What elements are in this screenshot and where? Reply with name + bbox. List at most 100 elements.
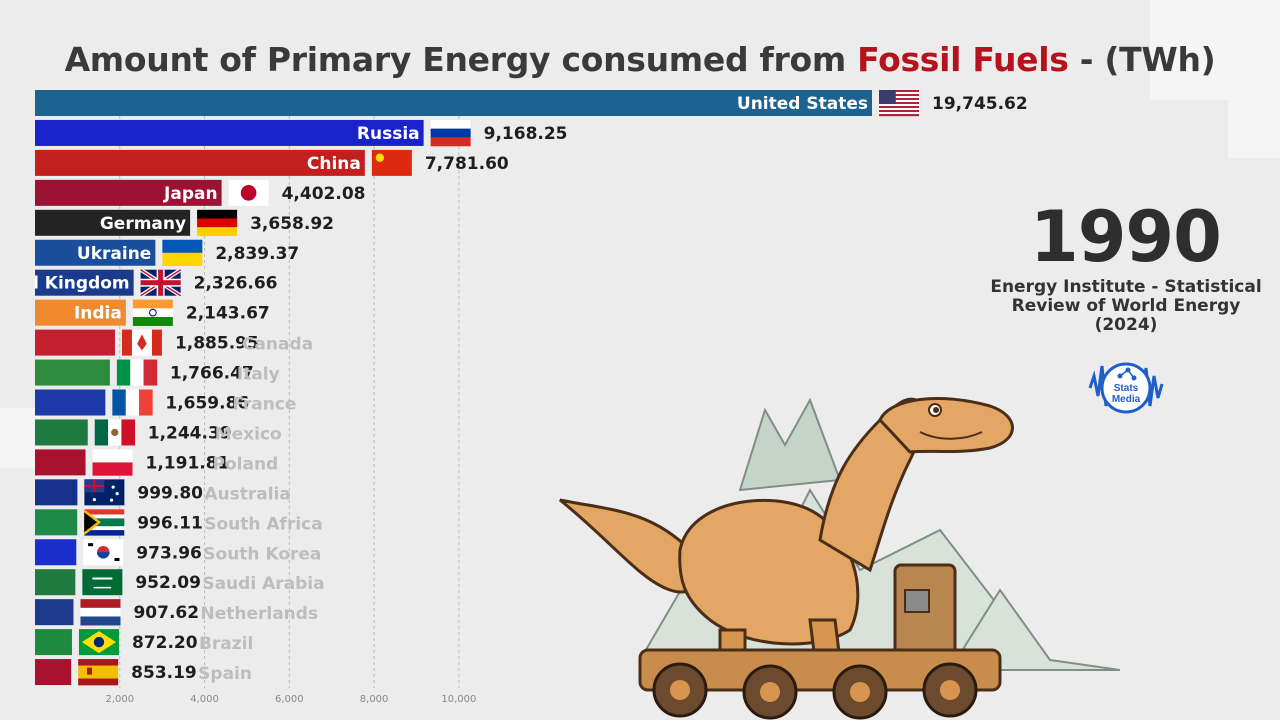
background-tile [1150, 0, 1280, 100]
bar-row: 872.20 Brazil [35, 629, 253, 656]
country-label: Ukraine [77, 244, 151, 264]
country-label: Poland [213, 454, 279, 474]
bar [35, 179, 222, 206]
bar [35, 449, 86, 476]
country-label: France [232, 395, 296, 415]
bar-row: 2,326.66 United Kingdom [0, 268, 278, 298]
bar-row: 973.96 South Korea [35, 539, 321, 566]
ca-flag-icon [121, 329, 162, 356]
x-tick-label: 2,000 [105, 694, 134, 705]
x-tick-label: 10,000 [441, 694, 476, 705]
cn-flag-icon [371, 149, 412, 176]
value-label: 907.62 [133, 603, 199, 623]
bar [35, 479, 78, 506]
chart-title: Amount of Primary Energy consumed from F… [0, 40, 1280, 79]
dinosaur-illustration [559, 397, 1121, 720]
source-label: Energy Institute - Statistical Review of… [990, 277, 1262, 335]
fr-flag-icon [112, 389, 153, 416]
x-tick-label: 4,000 [190, 694, 219, 705]
es-flag-icon [78, 659, 119, 686]
title-suffix: - (TWh) [1068, 40, 1216, 79]
x-tick-label: 6,000 [275, 694, 304, 705]
value-label: 952.09 [135, 573, 201, 593]
bar [35, 239, 156, 266]
value-label: 2,839.37 [215, 244, 299, 264]
country-label: Italy [237, 365, 280, 385]
pl-flag-icon [92, 449, 133, 476]
country-label: Russia [357, 124, 420, 144]
value-label: 19,745.62 [932, 94, 1028, 114]
bar-row: 7,781.60 China [35, 149, 509, 176]
country-label: South Africa [204, 514, 322, 534]
bar [35, 299, 126, 326]
bar [35, 419, 88, 446]
value-label: 4,402.08 [282, 184, 366, 204]
country-label: Canada [242, 335, 313, 355]
za-flag-icon [84, 509, 125, 536]
country-label: Japan [163, 184, 218, 204]
title-highlight: Fossil Fuels [857, 40, 1069, 79]
bar [35, 629, 72, 656]
year-label: 1990 [1030, 196, 1222, 278]
value-label: 2,143.67 [186, 304, 270, 324]
value-label: 872.20 [132, 633, 198, 653]
ru-flag-icon [430, 119, 471, 147]
country-label: Australia [204, 484, 291, 504]
bar-row: 996.11 South Africa [35, 509, 323, 536]
stats-media-logo: Stats Media [1088, 362, 1164, 414]
value-label: 2,326.66 [194, 274, 278, 294]
country-label: Saudi Arabia [202, 574, 324, 594]
country-label: Spain [198, 664, 252, 684]
value-label: 9,168.25 [484, 124, 568, 144]
country-label: United Kingdom [0, 274, 130, 294]
nl-flag-icon [80, 599, 121, 626]
value-label: 1,766.47 [170, 364, 254, 384]
bar [35, 329, 115, 356]
value-label: 853.19 [131, 663, 197, 683]
value-label: 1,885.95 [175, 334, 259, 354]
country-label: Brazil [199, 634, 253, 654]
background-tile [1228, 100, 1280, 158]
country-label: Mexico [215, 424, 282, 444]
bar [35, 389, 106, 416]
value-label: 973.96 [136, 543, 202, 563]
background-tile [0, 408, 40, 468]
bar-row: 3,658.92 Germany [35, 209, 334, 237]
kr-flag-icon [83, 539, 124, 566]
bar [35, 599, 74, 626]
bar [35, 119, 424, 146]
value-label: 1,659.86 [165, 394, 249, 414]
bar-row: 907.62 Netherlands [35, 599, 318, 626]
it-flag-icon [116, 359, 158, 386]
gb-flag-icon [139, 268, 182, 298]
de-flag-icon [197, 209, 238, 237]
value-label: 3,658.92 [250, 214, 334, 234]
br-flag-icon [78, 629, 119, 656]
bar [35, 209, 191, 236]
mx-flag-icon [94, 419, 136, 446]
bar-row: 2,839.37 Ukraine [35, 239, 299, 267]
value-label: 7,781.60 [425, 154, 509, 174]
jp-flag-icon [228, 179, 269, 206]
value-label: 1,244.39 [148, 423, 232, 443]
au-flag-icon [84, 479, 125, 506]
country-label: South Korea [203, 544, 321, 564]
sa-flag-icon [82, 569, 123, 596]
bar-row: 999.80 Australia [35, 479, 291, 506]
logo-text-stats: Stats [1114, 383, 1139, 394]
bar [35, 569, 76, 596]
country-label: India [74, 304, 122, 324]
value-label: 1,191.81 [146, 453, 230, 473]
country-label: China [307, 154, 361, 174]
bar [35, 90, 872, 116]
bar-row: 4,402.08 Japan [35, 179, 366, 206]
ua-flag-icon [162, 239, 203, 267]
country-label: Netherlands [200, 604, 318, 624]
bar [35, 359, 110, 386]
